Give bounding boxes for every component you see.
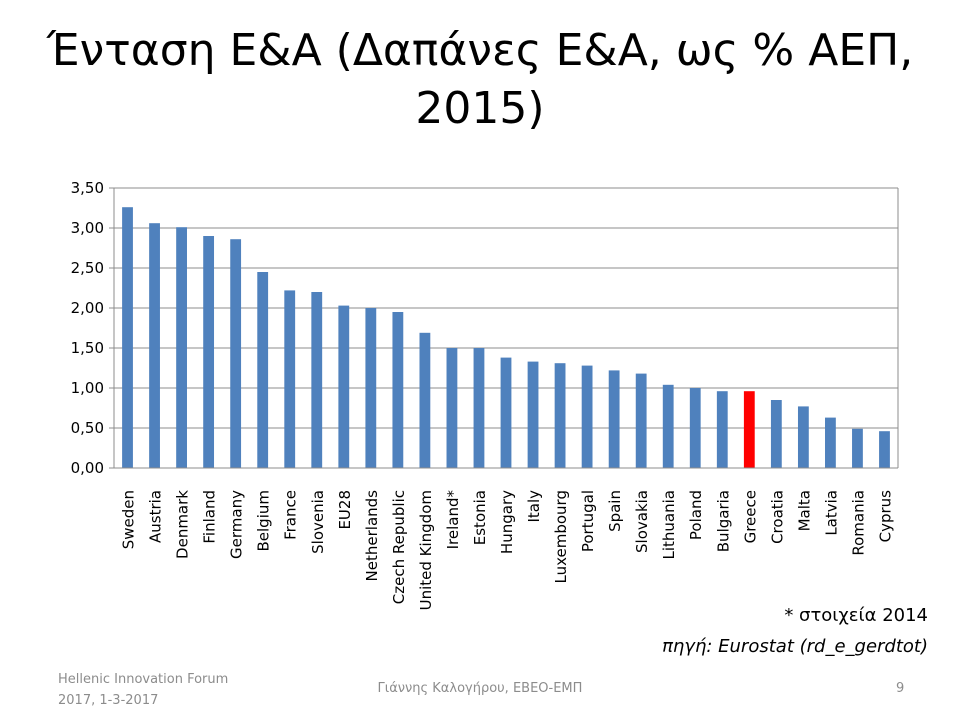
x-tick-label: Romania: [849, 490, 867, 556]
y-tick-label: 0,00: [71, 459, 104, 477]
bar-czech-republic: [392, 312, 404, 468]
x-tick-label: Finland: [201, 490, 219, 544]
bar-germany: [230, 239, 242, 468]
y-tick-label: 0,50: [71, 419, 104, 437]
x-tick-label: Bulgaria: [714, 490, 732, 552]
x-tick-label: Belgium: [255, 490, 273, 552]
x-tick-label: Sweden: [120, 490, 138, 549]
x-tick-label: Czech Republic: [390, 490, 408, 604]
bar-eu28: [338, 305, 350, 468]
x-tick-label: Denmark: [174, 490, 192, 559]
axes: [109, 187, 899, 469]
bar-spain: [608, 370, 620, 468]
x-tick-label: Malta: [795, 490, 813, 531]
source-note: πηγή: Eurostat (rd_e_gerdtot): [662, 636, 928, 657]
bar-cyprus: [879, 431, 890, 468]
tick-labels: 0,00 0,50 1,00 1,50 2,00 2,50 3,00 3,50 Sweden Au…: [71, 179, 895, 610]
x-tick-label: Ireland*: [444, 490, 462, 550]
y-tick-label: 3,00: [71, 219, 104, 237]
bar-sweden: [122, 207, 133, 468]
x-tick-label: Italy: [525, 490, 543, 523]
bar-portugal: [581, 365, 593, 468]
bar-hungary: [500, 357, 512, 468]
bar-finland: [203, 236, 215, 468]
page-number: 9: [896, 681, 905, 696]
bar-denmark: [176, 227, 187, 468]
x-tick-label: Spain: [606, 490, 624, 532]
bar-slovakia: [635, 373, 647, 468]
bar-croatia: [770, 400, 782, 468]
x-tick-label: Estonia: [471, 490, 489, 545]
slide-title-line-1: Ένταση Ε&Α (Δαπάνες Ε&Α, ως % ΑΕΠ,: [46, 25, 914, 76]
bar-poland: [689, 388, 701, 468]
x-tick-label: Lithuania: [660, 490, 678, 559]
x-tick-label: Croatia: [768, 490, 786, 544]
x-tick-label: Poland: [687, 490, 705, 540]
y-tick-label: 1,50: [71, 339, 104, 357]
x-tick-label: Slovakia: [633, 490, 651, 553]
slide-title: Ένταση Ε&Α (Δαπάνες Ε&Α, ως % ΑΕΠ, 2015): [0, 22, 960, 138]
footer-event: Hellenic Innovation Forum 2017, 1-3-2017: [58, 669, 228, 711]
footer-event-line-1: Hellenic Innovation Forum: [58, 672, 229, 687]
bar-france: [284, 290, 296, 468]
y-tick-label: 2,50: [71, 259, 104, 277]
bar-greece: [743, 391, 755, 468]
bar-united-kingdom: [419, 332, 431, 468]
bar-estonia: [473, 348, 485, 468]
slide-title-line-2: 2015): [415, 83, 545, 134]
bar-austria: [149, 223, 160, 468]
bar-luxembourg: [554, 363, 566, 468]
footnote: * στοιχεία 2014: [784, 605, 928, 626]
x-tick-label: Austria: [147, 490, 165, 543]
bar-bulgaria: [716, 391, 728, 468]
y-tick-label: 3,50: [71, 179, 104, 197]
bar-slovenia: [311, 292, 323, 468]
bar-romania: [852, 428, 863, 468]
bar-latvia: [825, 417, 836, 468]
x-tick-label: Latvia: [822, 490, 840, 536]
y-tick-label: 1,00: [71, 379, 104, 397]
bar-belgium: [257, 272, 269, 468]
x-tick-label: United Kingdom: [417, 490, 435, 610]
bar-netherlands: [365, 308, 377, 468]
y-tick-label: 2,00: [71, 299, 104, 317]
x-tick-label: Cyprus: [876, 490, 894, 543]
x-tick-label: Germany: [228, 490, 246, 559]
bar-malta: [797, 406, 809, 468]
x-tick-label: Greece: [741, 490, 759, 543]
x-tick-label: Luxembourg: [552, 490, 570, 584]
x-tick-label: Portugal: [579, 490, 597, 552]
bar-lithuania: [662, 384, 674, 468]
x-tick-label: Hungary: [498, 490, 516, 554]
x-tick-label: Slovenia: [309, 490, 327, 554]
x-tick-label: Netherlands: [363, 490, 381, 582]
bars: [122, 207, 890, 468]
footer-author: Γιάννης Καλογήρου, ΕΒΕΟ-ΕΜΠ: [377, 681, 583, 696]
bar-italy: [527, 361, 539, 468]
x-tick-label: France: [282, 490, 300, 540]
bar-ireland: [446, 348, 458, 468]
footer-event-line-2: 2017, 1-3-2017: [58, 693, 159, 708]
x-tick-label: EU28: [336, 490, 354, 530]
